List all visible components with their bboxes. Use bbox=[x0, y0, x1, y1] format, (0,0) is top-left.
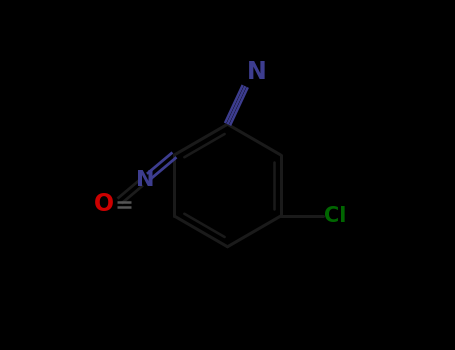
Text: N: N bbox=[247, 61, 267, 84]
Text: O: O bbox=[94, 193, 114, 216]
Text: Cl: Cl bbox=[324, 206, 346, 226]
Text: N: N bbox=[136, 170, 154, 190]
